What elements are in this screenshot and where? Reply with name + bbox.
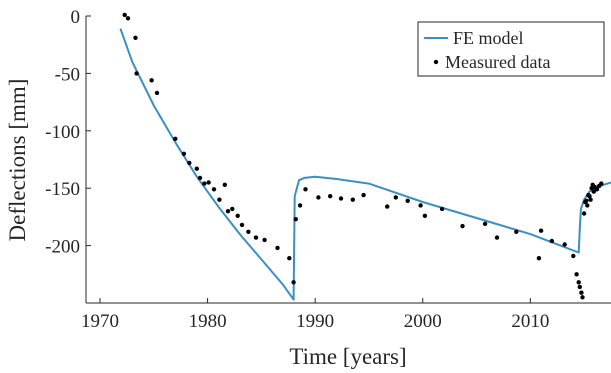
measured-data-point [303, 187, 308, 192]
measured-data-point [574, 272, 579, 277]
measured-data-point [538, 228, 544, 233]
fe-model-line [119, 28, 611, 301]
measured-data-point [536, 256, 542, 261]
measured-data-point [287, 256, 292, 261]
measured-data-point [588, 197, 593, 202]
measured-data-point [297, 203, 303, 208]
measured-data-series [122, 12, 604, 300]
legend-measured-label: Measured data [445, 52, 550, 72]
measured-data-point [275, 245, 280, 251]
measured-data-point [581, 211, 587, 216]
measured-data-point [122, 12, 127, 18]
measured-data-point [217, 197, 222, 202]
measured-data-point [202, 181, 207, 186]
measured-data-point [149, 78, 154, 83]
measured-data-point [576, 280, 581, 285]
measured-data-point [585, 203, 590, 208]
measured-data-point [584, 198, 589, 203]
measured-data-point [361, 192, 366, 198]
measured-data-point [173, 136, 178, 141]
measured-data-point [316, 195, 321, 200]
measured-data-point [482, 221, 488, 226]
x-tick-label: 2000 [404, 311, 442, 332]
x-tick-label: 1980 [189, 311, 227, 332]
measured-data-point [418, 203, 423, 208]
measured-data-point [291, 280, 296, 285]
measured-data-point [562, 242, 567, 247]
measured-data-point [579, 290, 584, 295]
measured-data-point [154, 90, 160, 96]
measured-data-point [211, 187, 217, 192]
legend-measured-swatch [433, 59, 439, 65]
measured-data-point [187, 160, 192, 166]
measured-data-point [246, 229, 251, 234]
measured-data-point [181, 151, 187, 156]
measured-data-point [587, 194, 592, 199]
measured-data-point [328, 194, 333, 199]
y-tick-label: 0 [71, 7, 81, 28]
measured-data-point [230, 206, 235, 212]
measured-data-point [594, 187, 600, 192]
measured-data-point [422, 213, 428, 218]
x-tick-label: 1970 [81, 311, 119, 332]
measured-data-point [225, 209, 231, 214]
measured-data-point [133, 35, 138, 40]
measured-data-point [571, 253, 576, 259]
axes [85, 16, 611, 304]
x-tick-label: 1990 [296, 311, 334, 332]
measured-data-point [293, 217, 298, 222]
measured-data-point [580, 295, 585, 300]
measured-data-point [514, 229, 519, 234]
measured-data-point [194, 166, 199, 171]
measured-data-point [460, 223, 465, 229]
measured-data-point [494, 235, 500, 240]
y-tick-label: -100 [45, 122, 80, 143]
y-tick-label: -50 [55, 64, 80, 85]
measured-data-point [439, 206, 445, 212]
measured-data-point [591, 189, 596, 194]
measured-data-point [385, 204, 390, 209]
measured-data-point [125, 16, 131, 21]
measured-data-point [338, 196, 344, 201]
measured-data-point [589, 186, 594, 191]
x-tick-label: 2010 [511, 311, 549, 332]
measured-data-point [393, 195, 398, 200]
measured-data-point [405, 198, 410, 203]
measured-data-point [197, 175, 203, 181]
measured-data-point [239, 222, 245, 228]
measured-data-point [206, 180, 211, 185]
measured-data-point [350, 197, 355, 202]
measured-data-point [549, 238, 554, 244]
y-tick-label: -200 [45, 237, 80, 258]
y-ticks: 0 -50 -100 -150 -200 [45, 7, 91, 258]
x-ticks: 1970 1980 1990 2000 2010 [81, 298, 549, 332]
measured-data-point [222, 182, 227, 187]
measured-data-point [235, 213, 240, 218]
measured-data-point [134, 71, 139, 76]
legend-fe-model-label: FE model [453, 28, 524, 48]
legend-box [417, 21, 605, 77]
fe-model-series [119, 28, 611, 301]
y-axis-label: Deflections [mm] [5, 79, 30, 242]
measured-data-point [262, 237, 267, 243]
y-tick-label: -150 [45, 179, 80, 200]
measured-data-point [577, 284, 582, 290]
measured-data-point [599, 181, 604, 186]
x-axis-label: Time [years] [289, 344, 406, 369]
legend: FE model Measured data [417, 21, 605, 77]
measured-data-point [253, 235, 259, 240]
